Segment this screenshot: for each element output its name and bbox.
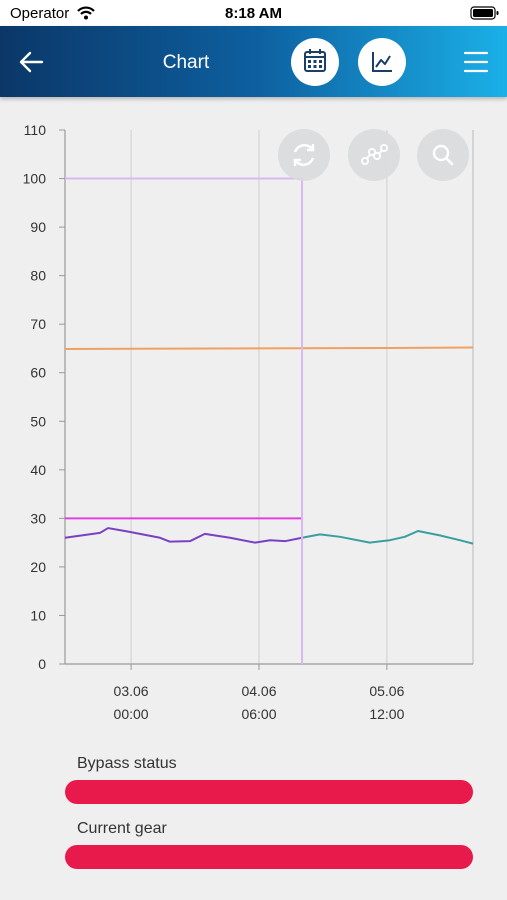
battery-icon [470, 6, 499, 20]
header-title: Chart [162, 52, 210, 73]
status-bar: Operator 8:18 AM [0, 0, 507, 26]
x-tick-label: 00:00 [114, 706, 149, 722]
data-line [65, 177, 304, 664]
y-tick-label: 10 [30, 607, 46, 623]
indicator-bar [65, 780, 473, 804]
header: Chart [0, 26, 507, 97]
data-line [64, 527, 303, 544]
x-tick-label: 03.06 [114, 683, 149, 699]
x-tick-label: 04.06 [241, 683, 276, 699]
y-tick-label: 90 [30, 219, 46, 235]
y-tick-label: 60 [30, 365, 46, 381]
y-tick-label: 50 [30, 413, 46, 429]
data-line [64, 346, 474, 350]
clock: 8:18 AM [225, 5, 282, 22]
wifi-icon [77, 6, 95, 20]
indicator-label: Bypass status [77, 755, 177, 772]
x-tick-label: 12:00 [369, 706, 404, 722]
back-button[interactable] [18, 50, 44, 74]
points-button[interactable] [347, 128, 401, 182]
x-tick-label: 05.06 [369, 683, 404, 699]
chart-button[interactable] [357, 37, 407, 87]
reset-button[interactable] [277, 128, 331, 182]
menu-button[interactable] [463, 50, 489, 74]
chart: 03.06 00:00 04.06 06:00 05.06 12:00 0 10 20 30 40 5… [23, 122, 474, 722]
y-tick-label: 80 [30, 268, 46, 284]
zoom-button[interactable] [416, 128, 470, 182]
carrier: Operator [10, 5, 70, 22]
y-tick-label: 20 [30, 559, 46, 575]
y-tick-label: 100 [23, 171, 47, 187]
indicator-bar [65, 845, 473, 869]
data-line [301, 529, 474, 545]
y-tick-label: 70 [30, 316, 46, 332]
y-tick-label: 110 [24, 122, 47, 138]
indicator-label: Current gear [77, 820, 167, 837]
x-tick-label: 06:00 [241, 706, 276, 722]
y-tick-label: 40 [30, 462, 46, 478]
y-tick-label: 0 [38, 656, 46, 672]
y-tick-label: 30 [30, 510, 46, 526]
calendar-button[interactable] [290, 37, 340, 87]
